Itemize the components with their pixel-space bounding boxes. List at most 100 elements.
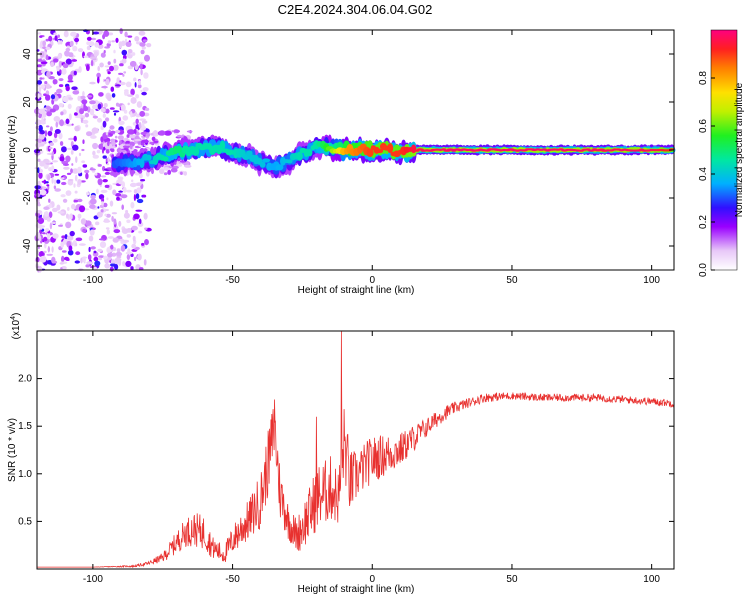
noise-blob bbox=[127, 49, 133, 54]
noise-blob bbox=[56, 88, 63, 94]
noise-blob bbox=[49, 222, 53, 230]
noise-blob bbox=[126, 134, 130, 138]
noise-blob bbox=[44, 130, 48, 137]
noise-blob bbox=[65, 190, 72, 196]
colorbar-tick-label: 0.6 bbox=[698, 119, 709, 133]
noise-blob bbox=[37, 158, 41, 162]
noise-blob bbox=[44, 242, 47, 249]
snr-exponent-label: (x104) bbox=[10, 313, 22, 340]
noise-blob bbox=[104, 213, 107, 217]
noise-blob bbox=[184, 164, 192, 168]
noise-blob bbox=[125, 209, 129, 214]
noise-blob bbox=[82, 91, 85, 97]
noise-blob bbox=[134, 256, 137, 262]
noise-blob bbox=[127, 129, 135, 135]
noise-blob bbox=[38, 124, 43, 132]
noise-blob bbox=[94, 172, 98, 176]
noise-blob bbox=[46, 152, 54, 155]
noise-blob bbox=[89, 100, 96, 105]
noise-blob bbox=[143, 212, 148, 220]
noise-blob bbox=[119, 80, 122, 83]
noise-blob bbox=[118, 41, 123, 49]
noise-blob bbox=[66, 45, 71, 48]
noise-blob bbox=[86, 131, 93, 137]
noise-blob bbox=[100, 125, 104, 131]
ridge-blob bbox=[139, 158, 145, 169]
noise-blob bbox=[37, 32, 42, 35]
noise-blob bbox=[75, 237, 83, 242]
noise-blob bbox=[66, 213, 69, 219]
y-tick-label: -40 bbox=[22, 238, 33, 253]
noise-blob bbox=[122, 239, 130, 243]
noise-blob bbox=[38, 172, 43, 179]
noise-blob bbox=[186, 130, 193, 133]
noise-blob bbox=[45, 83, 51, 89]
noise-blob bbox=[124, 89, 129, 92]
noise-blob bbox=[88, 235, 94, 242]
noise-blob bbox=[62, 198, 68, 203]
ridge-blob bbox=[219, 140, 226, 151]
noise-blob bbox=[92, 150, 96, 156]
noise-blob bbox=[57, 39, 61, 45]
noise-blob bbox=[116, 255, 122, 259]
noise-blob bbox=[45, 181, 49, 184]
noise-blob bbox=[115, 193, 122, 197]
noise-blob bbox=[140, 142, 145, 146]
spectrogram-x-ticks: -100 -50 0 50 100 bbox=[83, 30, 660, 286]
noise-blob bbox=[85, 124, 89, 128]
noise-blob bbox=[46, 232, 51, 240]
noise-blob bbox=[40, 84, 46, 90]
noise-blob bbox=[133, 128, 137, 134]
noise-blob bbox=[135, 94, 140, 99]
noise-blob bbox=[102, 202, 108, 208]
noise-blob bbox=[92, 115, 98, 119]
y-tick-label: 0.5 bbox=[18, 516, 32, 527]
noise-blob bbox=[58, 132, 63, 140]
noise-blob bbox=[52, 233, 59, 239]
noise-blob bbox=[108, 32, 114, 36]
noise-blob bbox=[49, 108, 57, 113]
noise-blob bbox=[143, 72, 149, 79]
noise-blob bbox=[142, 194, 147, 198]
noise-blob bbox=[46, 253, 53, 256]
noise-blob bbox=[86, 261, 94, 265]
colorbar: 0.0 0.2 0.4 0.6 0.8 Normalized spectral ampl… bbox=[698, 29, 745, 277]
noise-blob bbox=[107, 236, 114, 239]
noise-blob bbox=[115, 37, 119, 43]
noise-blob bbox=[61, 68, 67, 75]
noise-blob bbox=[115, 84, 121, 87]
noise-blob bbox=[40, 68, 48, 72]
noise-blob bbox=[99, 241, 107, 249]
noise-blob bbox=[80, 257, 83, 264]
noise-blob bbox=[107, 141, 110, 147]
noise-blob bbox=[135, 193, 140, 200]
noise-blob bbox=[82, 164, 88, 168]
colorbar-tick-label: 0.4 bbox=[698, 167, 709, 181]
noise-blob bbox=[47, 174, 51, 181]
noise-blob bbox=[126, 234, 131, 238]
noise-blob bbox=[61, 146, 67, 153]
noise-blob bbox=[109, 133, 113, 136]
ridge-blob bbox=[259, 161, 266, 168]
noise-blob bbox=[107, 61, 111, 65]
noise-blob bbox=[35, 231, 41, 239]
snr-y-ticks: 0.5 1.0 1.5 2.0 bbox=[18, 374, 674, 527]
noise-blob bbox=[133, 213, 140, 220]
noise-blob bbox=[92, 154, 100, 159]
noise-blob bbox=[78, 205, 86, 213]
noise-blob bbox=[36, 64, 42, 68]
noise-blob bbox=[74, 112, 78, 116]
noise-blob bbox=[79, 108, 85, 115]
ridge-blob bbox=[192, 146, 200, 156]
noise-blob bbox=[67, 207, 70, 211]
noise-blob bbox=[119, 27, 123, 35]
noise-blob bbox=[150, 133, 154, 136]
colorbar-gradient bbox=[710, 29, 738, 271]
noise-blob bbox=[38, 134, 45, 140]
noise-blob bbox=[143, 259, 147, 266]
noise-blob bbox=[119, 63, 124, 67]
spectrogram-noise bbox=[33, 27, 194, 273]
noise-blob bbox=[60, 194, 66, 198]
noise-blob bbox=[107, 156, 110, 163]
